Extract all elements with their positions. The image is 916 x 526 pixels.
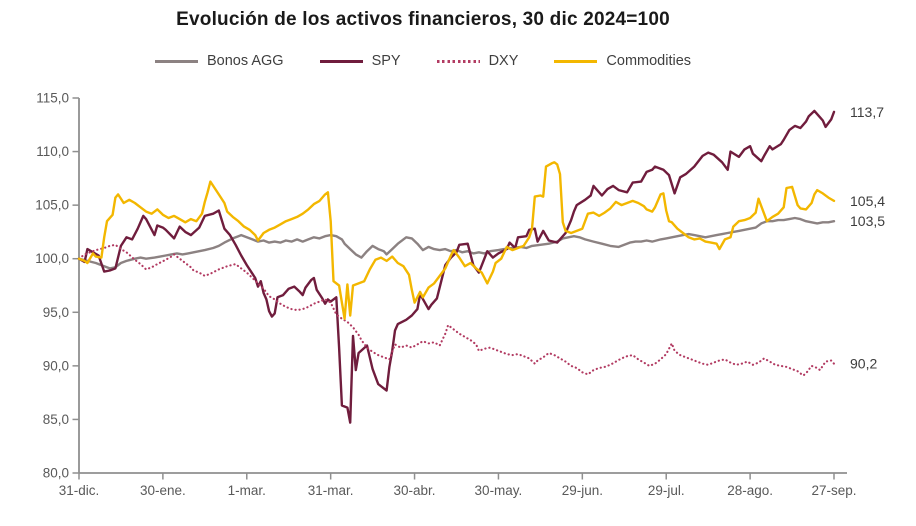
- y-tick-label: 100,0: [35, 251, 69, 266]
- y-tick-label: 90,0: [43, 358, 69, 373]
- end-value-label-bonos-agg: 103,5: [850, 213, 885, 229]
- y-tick-label: 85,0: [43, 412, 69, 427]
- legend-item-dxy: DXY: [436, 53, 519, 69]
- legend-label: SPY: [371, 53, 401, 69]
- chart-title: Evolución de los activos financieros, 30…: [176, 9, 670, 30]
- legend-label: Bonos AGG: [206, 53, 284, 69]
- series-line-commodities: [77, 161, 836, 320]
- y-tick-label: 95,0: [43, 305, 69, 320]
- series-line-spy: [77, 109, 836, 424]
- x-tick-label: 31-mar.: [308, 483, 354, 498]
- x-tick-label: 29-jul.: [648, 483, 685, 498]
- legend-label: Commodities: [606, 53, 692, 69]
- line-swatch-icon: [319, 59, 363, 63]
- y-tick-label: 110,0: [36, 144, 69, 159]
- end-value-label-commodities: 105,4: [850, 193, 885, 209]
- series-line-dxy: [77, 243, 836, 377]
- legend-item-commodities: Commodities: [554, 53, 691, 69]
- x-tick-label: 30-ene.: [140, 483, 186, 498]
- end-value-label-dxy: 90,2: [850, 356, 877, 372]
- x-tick-label: 31-dic.: [59, 483, 100, 498]
- chart-legend: Bonos AGG SPY DXY Commodities: [0, 53, 846, 69]
- x-tick-label: 30-abr.: [394, 483, 436, 498]
- dotted-line-swatch-icon: [436, 59, 480, 63]
- line-swatch-icon: [154, 59, 198, 63]
- y-tick-label: 115,0: [36, 91, 69, 106]
- x-tick-label: 1-mar.: [228, 483, 266, 498]
- x-tick-label: 30-may.: [475, 483, 523, 498]
- legend-item-spy: SPY: [319, 53, 401, 69]
- series-line-bonos-agg: [77, 216, 836, 270]
- x-tick-label: 27-sep.: [811, 483, 856, 498]
- y-tick-label: 105,0: [35, 198, 69, 213]
- x-tick-label: 28-ago.: [727, 483, 773, 498]
- line-swatch-icon: [554, 59, 598, 63]
- end-value-label-spy: 113,7: [850, 104, 884, 120]
- legend-label: DXY: [488, 53, 519, 69]
- x-tick-label: 29-jun.: [562, 483, 603, 498]
- y-tick-label: 80,0: [43, 466, 69, 481]
- legend-item-bonos-agg: Bonos AGG: [154, 53, 284, 69]
